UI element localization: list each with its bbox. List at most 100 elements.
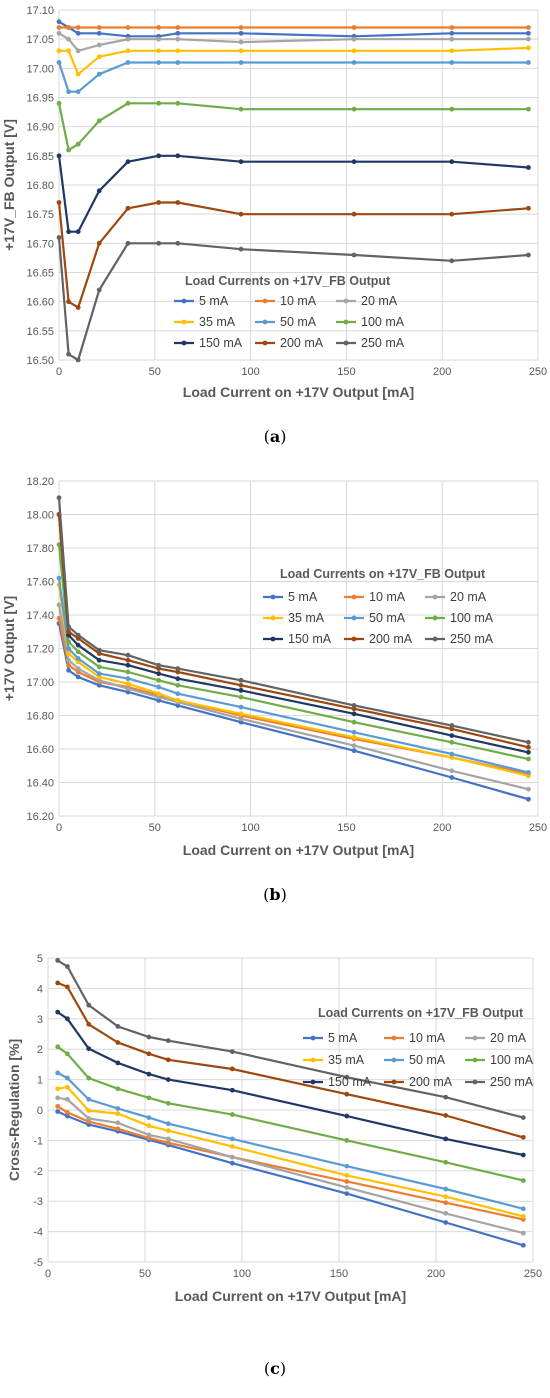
legend-label: 150 mA bbox=[288, 632, 332, 646]
legend: Load Currents on +17V_FB Output 5 mA 10 mA… bbox=[263, 567, 494, 646]
data-point bbox=[351, 743, 357, 749]
data-point bbox=[75, 89, 81, 95]
data-point bbox=[175, 698, 181, 703]
y-tick-label: 16.20 bbox=[26, 811, 54, 823]
data-point bbox=[125, 159, 131, 165]
data-point bbox=[55, 1086, 61, 1092]
y-tick-label: 2 bbox=[37, 1044, 43, 1056]
data-point bbox=[175, 25, 181, 30]
data-point bbox=[238, 39, 244, 45]
data-point bbox=[175, 36, 181, 42]
data-point bbox=[96, 42, 102, 48]
series-line bbox=[57, 959, 524, 1119]
series-line bbox=[57, 1105, 524, 1221]
series-5-mA bbox=[55, 1109, 526, 1248]
data-point bbox=[56, 153, 62, 159]
x-tick-label: 250 bbox=[529, 822, 547, 834]
data-point bbox=[344, 1091, 350, 1097]
data-point bbox=[449, 733, 455, 738]
legend-label: 35 mA bbox=[328, 1053, 365, 1067]
y-tick-label: 17.40 bbox=[26, 610, 54, 622]
data-point bbox=[96, 664, 102, 670]
data-point bbox=[125, 669, 131, 675]
series-10-mA bbox=[56, 25, 531, 30]
data-point bbox=[56, 60, 62, 65]
series-50-mA bbox=[56, 575, 531, 775]
data-point bbox=[56, 30, 62, 36]
series-10-mA bbox=[55, 1103, 526, 1222]
data-point bbox=[55, 1109, 61, 1114]
data-point bbox=[66, 632, 71, 638]
data-point bbox=[175, 669, 181, 675]
legend-label: 250 mA bbox=[490, 1075, 534, 1089]
data-point bbox=[443, 1210, 449, 1216]
legend: Load Currents on +17V_FB Output 5 mA 10 mA… bbox=[174, 274, 405, 350]
data-point bbox=[115, 1060, 121, 1066]
data-point bbox=[56, 19, 62, 25]
data-point bbox=[449, 723, 455, 728]
data-point bbox=[238, 694, 244, 700]
data-point bbox=[156, 666, 162, 671]
legend-item: 35 mA bbox=[303, 1053, 365, 1067]
data-point bbox=[344, 1185, 350, 1190]
legend-item: 50 mA bbox=[255, 315, 317, 329]
data-point bbox=[66, 667, 71, 673]
data-point bbox=[55, 1095, 61, 1101]
data-point bbox=[86, 1075, 92, 1081]
series-line bbox=[57, 1086, 524, 1218]
data-point bbox=[65, 984, 70, 990]
data-point bbox=[238, 687, 244, 693]
x-tick-label: 50 bbox=[139, 1268, 151, 1280]
data-point bbox=[351, 706, 357, 712]
data-point bbox=[125, 676, 131, 682]
data-point bbox=[351, 48, 357, 54]
data-point bbox=[449, 106, 455, 112]
data-point bbox=[449, 48, 455, 54]
data-point bbox=[344, 1138, 350, 1143]
data-point bbox=[146, 1071, 152, 1077]
data-point bbox=[96, 71, 102, 77]
data-point bbox=[66, 351, 71, 357]
data-point bbox=[526, 739, 531, 745]
data-point bbox=[66, 662, 71, 668]
legend-item: 200 mA bbox=[255, 336, 324, 350]
data-point bbox=[165, 1121, 171, 1127]
data-point bbox=[175, 200, 181, 205]
legend-item: 150 mA bbox=[174, 336, 243, 350]
data-point bbox=[526, 773, 531, 779]
data-point bbox=[96, 25, 102, 30]
data-point bbox=[351, 748, 357, 754]
data-point bbox=[443, 1113, 449, 1118]
data-point bbox=[96, 657, 102, 663]
data-point bbox=[175, 100, 181, 106]
data-point bbox=[125, 205, 131, 211]
data-point bbox=[96, 651, 102, 656]
data-point bbox=[56, 25, 62, 30]
series-50-mA bbox=[56, 60, 531, 95]
y-tick-label: 5 bbox=[37, 953, 43, 965]
data-point bbox=[65, 1051, 70, 1057]
legend-label: 20 mA bbox=[361, 294, 398, 308]
x-axis-title: Load Current on +17V Output [mA] bbox=[183, 842, 414, 858]
data-point bbox=[443, 1200, 449, 1206]
data-point bbox=[443, 1159, 449, 1165]
data-point bbox=[125, 60, 131, 65]
data-point bbox=[351, 252, 357, 258]
legend-item: 250 mA bbox=[465, 1075, 534, 1089]
legend-swatch-marker bbox=[472, 1057, 478, 1063]
data-point bbox=[165, 1038, 171, 1044]
series-250-mA bbox=[56, 495, 531, 745]
data-point bbox=[520, 1134, 526, 1140]
data-point bbox=[125, 657, 131, 663]
series-100-mA bbox=[56, 542, 531, 762]
x-tick-label: 150 bbox=[337, 822, 355, 834]
series-100-mA bbox=[55, 1044, 526, 1183]
data-point bbox=[75, 659, 81, 665]
series-200-mA bbox=[55, 980, 526, 1140]
legend-swatch-marker bbox=[432, 636, 438, 642]
x-tick-label: 200 bbox=[433, 366, 451, 378]
data-point bbox=[75, 229, 81, 235]
x-tick-label: 0 bbox=[45, 1268, 51, 1280]
data-point bbox=[344, 1163, 350, 1169]
data-point bbox=[75, 649, 81, 655]
